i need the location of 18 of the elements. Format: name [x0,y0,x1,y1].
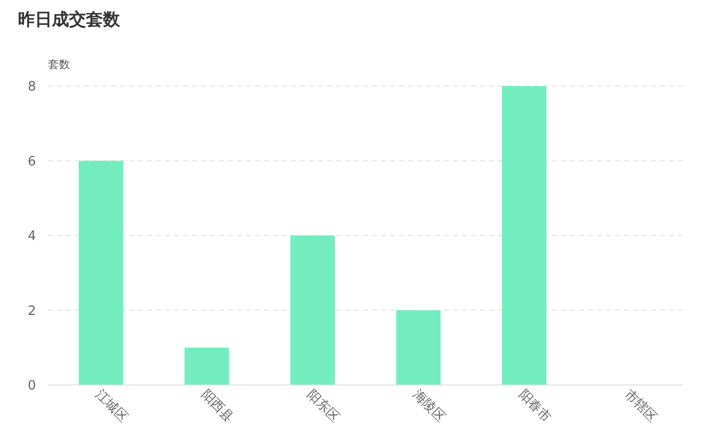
y-tick-label: 0 [28,378,36,394]
y-tick-label: 6 [28,154,36,170]
y-tick-label: 2 [28,304,36,319]
bar [502,86,546,385]
y-axis-title: 套数 [48,58,70,71]
bar [396,310,441,385]
bar [184,348,229,385]
y-tick-label: 8 [28,80,36,95]
bar [78,160,124,385]
x-tick-label: 江城区 [92,387,130,426]
x-tick-label: 阳东区 [304,387,342,426]
y-tick-label: 4 [28,229,36,244]
x-tick-label: 阳西县 [198,387,236,426]
x-tick-label: 阳春市 [515,387,554,426]
x-tick-label: 海陵区 [410,387,448,426]
x-tick-label: 市辖区 [621,387,660,426]
chart-title: 昨日成交套数 [18,10,121,30]
bar [290,236,335,385]
